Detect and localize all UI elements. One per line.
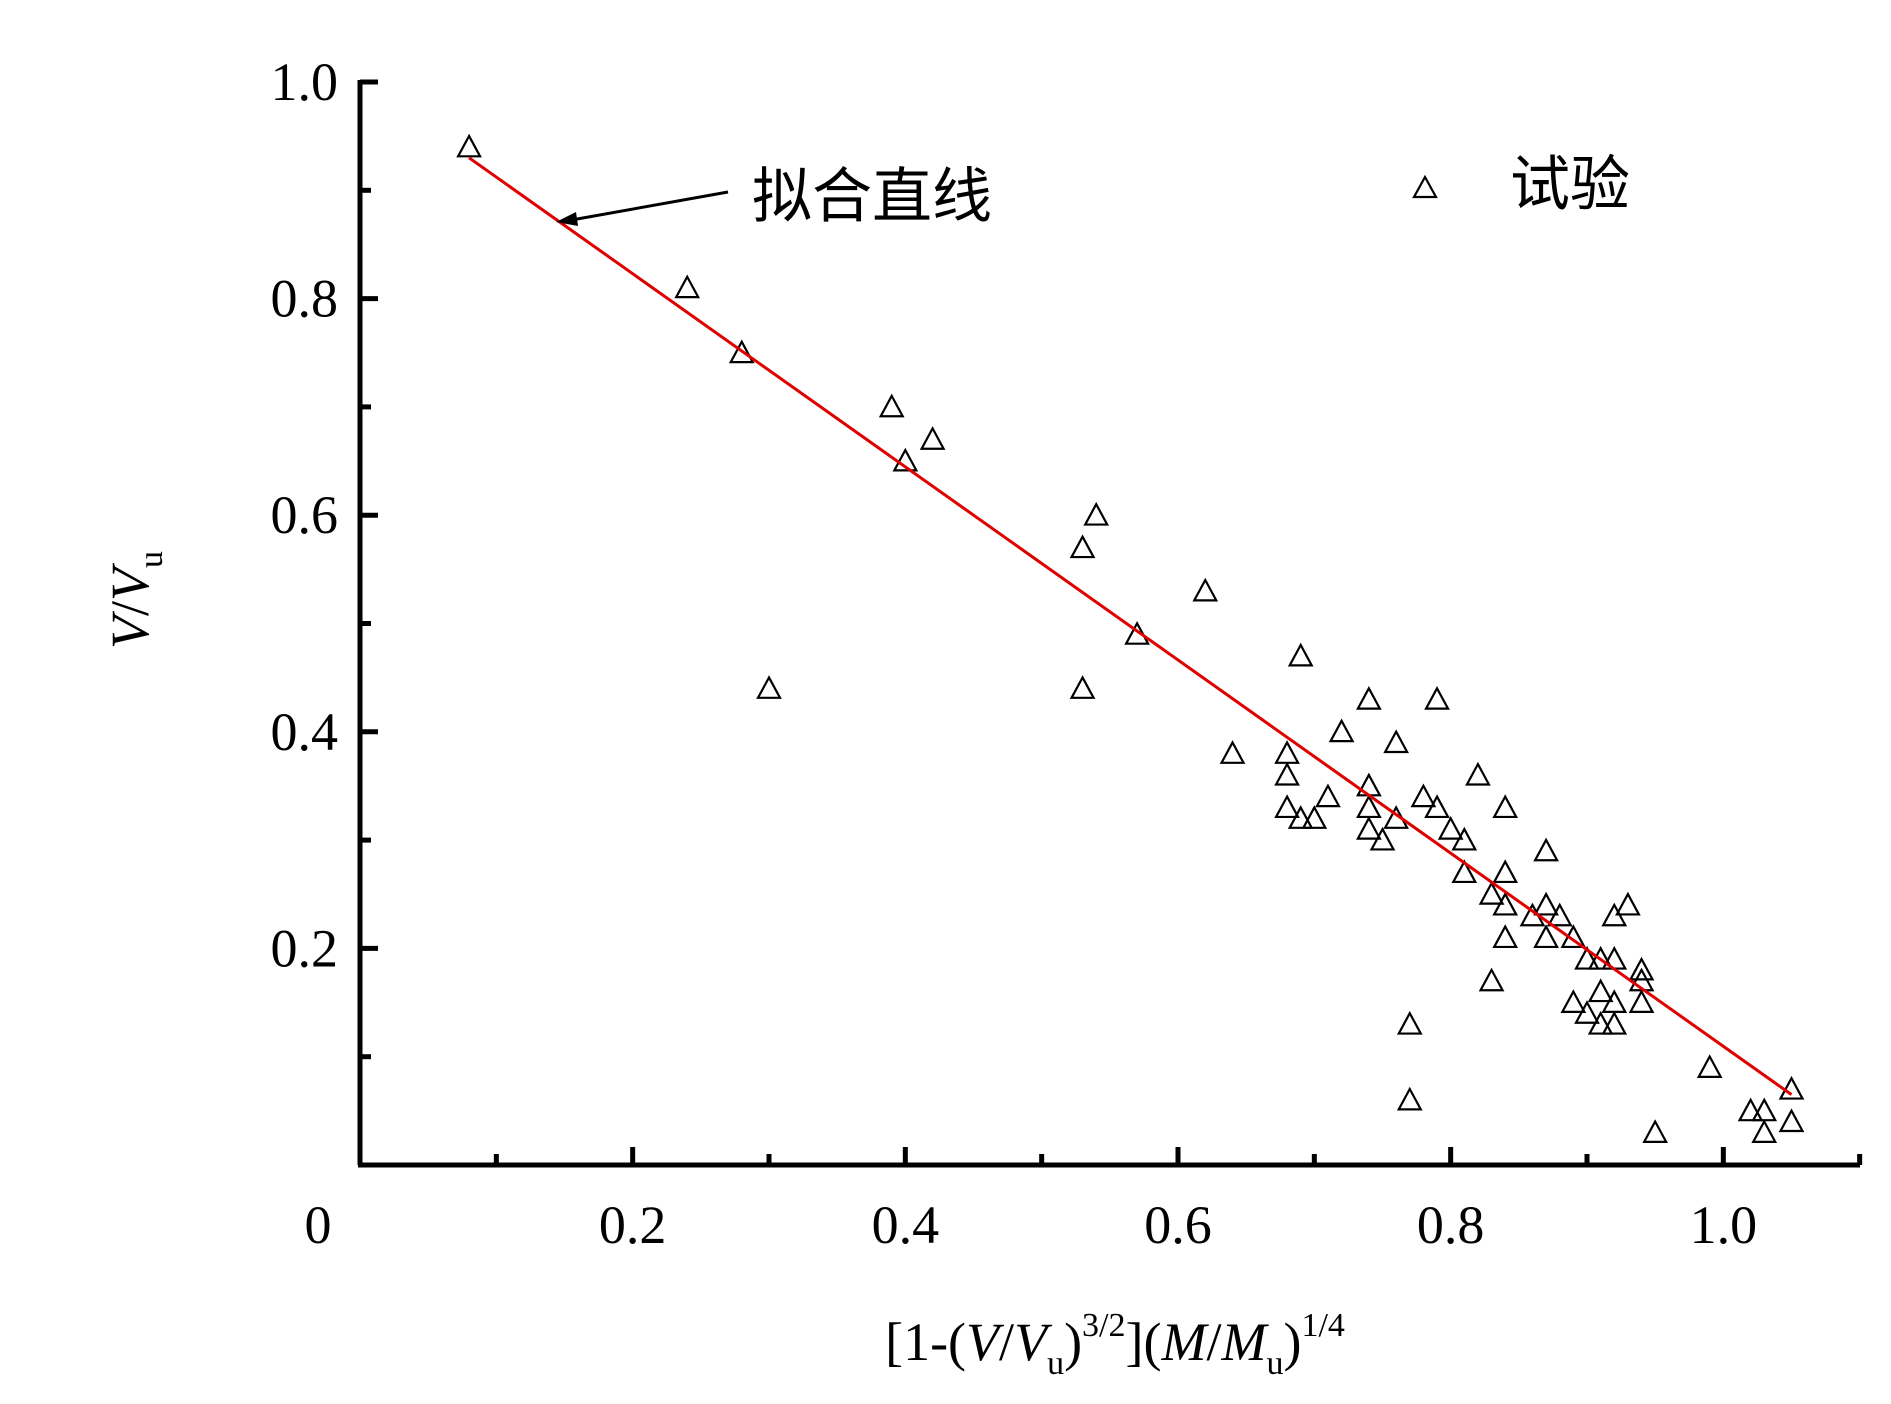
data-point (1533, 837, 1559, 862)
data-point (1628, 956, 1655, 981)
data-point (1478, 967, 1505, 992)
annotation-fit-label: 拟合直线 (752, 162, 992, 232)
data-point (1069, 675, 1096, 699)
data-point (1328, 718, 1355, 743)
data-point (1492, 794, 1519, 819)
data-point (1083, 501, 1110, 526)
data-point (1274, 761, 1300, 786)
data-point (1396, 1086, 1423, 1111)
fit-line-annotation: 拟合直线 (556, 162, 992, 232)
data-point (1219, 740, 1246, 764)
x-tick-label: 0.2 (599, 1195, 667, 1255)
data-point (1642, 1119, 1669, 1143)
x-tick-label: 0.6 (1144, 1195, 1212, 1255)
data-point (1383, 729, 1409, 754)
annotation-arrow-line (565, 190, 729, 223)
fit-line (468, 156, 1793, 1096)
data-point (1356, 772, 1382, 797)
data-point (892, 447, 919, 472)
data-point (1301, 805, 1328, 829)
data-point (1274, 740, 1300, 764)
data-point (1492, 924, 1519, 949)
data-point (1574, 1000, 1600, 1024)
data-point (1369, 826, 1396, 851)
data-point (1737, 1097, 1764, 1122)
data-point (1533, 891, 1559, 916)
data-point (1069, 534, 1096, 559)
data-point (674, 274, 701, 299)
legend-marker-triangle (1412, 174, 1438, 199)
data-point (1533, 924, 1559, 949)
x-tick-label: 0 (305, 1195, 332, 1255)
y-tick-label: 0.8 (271, 269, 339, 329)
data-point (1424, 794, 1450, 819)
data-point (1410, 783, 1437, 808)
data-point (1192, 577, 1219, 602)
data-point (1478, 880, 1505, 905)
data-point (1315, 783, 1341, 808)
y-tick-label: 0.4 (271, 702, 339, 762)
x-axis-title: [1-(V/Vu)3/2](M/Mu)1/4 (885, 1307, 1345, 1382)
data-point (1437, 815, 1464, 840)
plot-marks (456, 133, 1805, 1143)
data-point (1751, 1119, 1778, 1143)
data-point (1615, 891, 1641, 916)
x-tick-label: 0.8 (1417, 1195, 1485, 1255)
data-point (1465, 761, 1491, 786)
data-point (756, 675, 782, 699)
data-point (1546, 902, 1573, 927)
axes (357, 79, 1863, 1168)
legend: 试验 (1412, 150, 1630, 220)
y-tick-label: 0.6 (271, 485, 339, 545)
y-tick-label: 1.0 (271, 52, 339, 112)
data-point (1587, 1010, 1614, 1035)
data-point (1287, 805, 1314, 829)
annotation-arrowhead (556, 212, 578, 226)
data-point (1356, 815, 1382, 840)
x-tick-label: 1.0 (1690, 1195, 1758, 1255)
data-point (1587, 978, 1614, 1003)
data-point (1587, 945, 1614, 970)
data-point (1356, 685, 1382, 710)
data-point (1628, 989, 1655, 1014)
data-point (456, 133, 482, 158)
tick-labels: 0.2 0.4 0.6 0.8 1.0 0 0.2 0.4 0.6 0.8 1.0 (271, 52, 1758, 1255)
data-point (878, 393, 905, 418)
data-point (919, 426, 946, 450)
y-tick-label: 0.2 (271, 918, 339, 978)
data-point (1451, 826, 1478, 851)
data-point (1778, 1075, 1805, 1100)
data-point (1274, 794, 1300, 819)
data-point (1424, 685, 1450, 710)
data-point (1492, 859, 1519, 884)
data-point (728, 339, 755, 364)
data-point (1492, 891, 1519, 916)
data-point (1287, 642, 1314, 667)
legend-label: 试验 (1510, 150, 1630, 220)
data-point (1778, 1108, 1805, 1133)
x-tick-label: 0.4 (872, 1195, 940, 1255)
data-point (1696, 1054, 1723, 1078)
data-point (1560, 989, 1587, 1014)
y-axis-title: V/Vu (100, 551, 170, 649)
data-point (1601, 1010, 1628, 1035)
data-point (1396, 1010, 1423, 1035)
data-point (1451, 859, 1478, 884)
data-point (1574, 945, 1600, 970)
